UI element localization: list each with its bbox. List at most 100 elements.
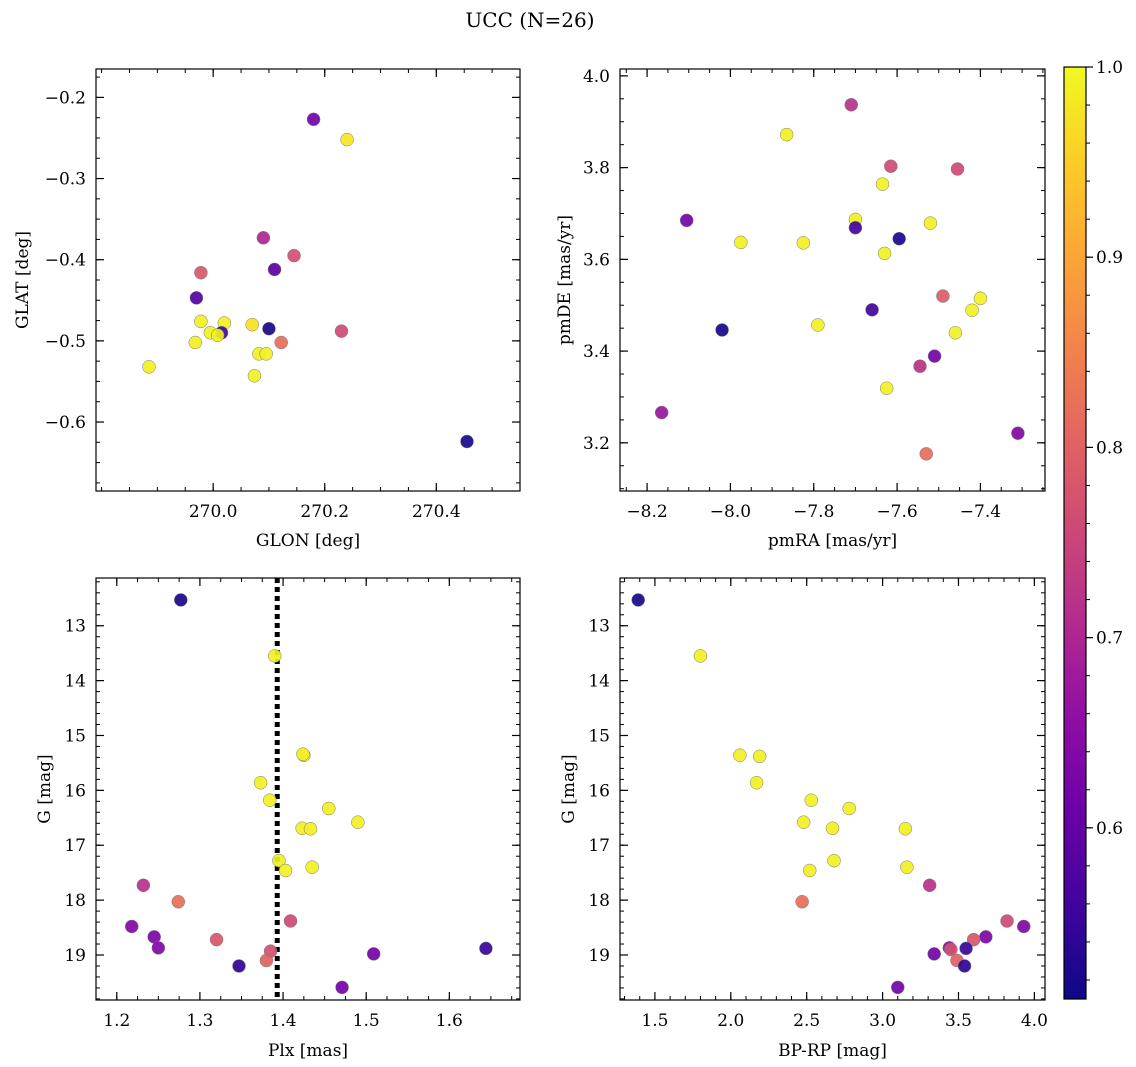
- y-tick-label: 19: [64, 946, 86, 966]
- scatter-point: [898, 822, 913, 836]
- scatter-point: [749, 775, 764, 790]
- scatter-point: [188, 335, 203, 350]
- y-axis-label: pmDE [mas/yr]: [555, 215, 575, 345]
- scatter-point: [965, 303, 979, 318]
- x-tick-label: 2.5: [793, 1011, 820, 1031]
- scatter-point: [267, 649, 282, 663]
- y-tick-label: −0.6: [45, 413, 86, 433]
- y-tick-label: 18: [588, 891, 610, 911]
- scatter-point: [825, 821, 840, 835]
- scatter-point: [210, 328, 225, 342]
- y-tick-label: −0.2: [45, 88, 86, 108]
- scatter-point: [733, 748, 747, 763]
- scatter-point: [322, 801, 336, 816]
- scatter-point: [779, 127, 794, 142]
- x-tick-label: −7.6: [876, 502, 917, 522]
- scatter-point: [913, 359, 927, 373]
- panel-top-left: 270.0 270.2 270.4 −0.2 −0.3 −0.4 −0.5 −0.6 GLON …: [13, 68, 521, 551]
- scatter-point: [136, 878, 151, 893]
- y-tick-label: 3.2: [583, 434, 610, 454]
- y-tick-label: 15: [64, 726, 86, 746]
- y-tick-label: 13: [64, 617, 86, 637]
- x-tick-label: 1.5: [353, 1011, 380, 1031]
- scatter-point: [262, 321, 276, 336]
- x-tick-label: 3.5: [945, 1011, 972, 1031]
- scatter-point: [959, 941, 973, 956]
- scatter-point: [335, 980, 349, 995]
- scatter-point: [693, 649, 708, 663]
- colorbar-tick-label: 0.8: [1096, 438, 1123, 458]
- y-axis-label: GLAT [deg]: [13, 231, 33, 329]
- x-tick-label: −7.4: [960, 502, 1001, 522]
- scatter-point: [892, 231, 906, 246]
- scatter-point: [936, 289, 950, 303]
- scatter-point: [919, 447, 933, 461]
- scatter-point: [340, 132, 354, 147]
- minor-ticks: [620, 69, 1045, 491]
- x-axis-label: GLON [deg]: [256, 531, 360, 551]
- y-tick-label: 16: [64, 781, 86, 801]
- scatter-point: [142, 360, 156, 374]
- y-tick-label: 3.8: [583, 159, 610, 179]
- colorbar-tick-label: 0.9: [1096, 248, 1123, 268]
- scatter-point: [802, 863, 817, 878]
- scatter-point: [256, 231, 271, 245]
- scatter-point: [796, 815, 811, 829]
- scatter-point: [245, 317, 259, 332]
- scatter-point: [174, 593, 188, 607]
- plot-frame: [95, 68, 521, 492]
- x-axis-label: BP-RP [mag]: [778, 1041, 887, 1061]
- x-tick-label: −7.8: [793, 502, 834, 522]
- scatter-point: [879, 381, 894, 396]
- scatter-point: [923, 216, 938, 230]
- scatter-point: [679, 213, 694, 228]
- scatter-point: [189, 291, 204, 305]
- scatter-point: [966, 932, 981, 947]
- scatter-point: [1017, 919, 1031, 934]
- scatter-point: [259, 347, 273, 361]
- plot-frame: [619, 577, 1046, 1001]
- x-tick-label: 270.0: [189, 502, 238, 522]
- plot-frame: [619, 68, 1046, 492]
- scatter-point: [209, 932, 224, 947]
- scatter-point: [253, 775, 268, 790]
- y-tick-label: 13: [588, 617, 610, 637]
- scatter-point: [811, 318, 825, 332]
- x-tick-label: 1.4: [270, 1011, 297, 1031]
- scatter-point: [259, 953, 274, 968]
- minor-ticks: [96, 69, 521, 491]
- x-tick-label: 270.4: [412, 502, 461, 522]
- scatter-points: [631, 593, 1031, 995]
- scatter-point: [1000, 914, 1014, 928]
- scatter-point: [171, 895, 186, 909]
- scatter-point: [283, 914, 298, 928]
- scatter-points: [124, 593, 493, 995]
- scatter-point: [884, 159, 898, 173]
- scatter-point: [948, 326, 963, 340]
- y-tick-label: 4.0: [583, 67, 610, 87]
- scatter-point: [796, 236, 811, 250]
- y-axis-label: G [mag]: [559, 754, 579, 823]
- scatter-point: [944, 942, 958, 957]
- x-tick-label: −8.2: [626, 502, 667, 522]
- scatter-point: [891, 980, 905, 995]
- x-tick-label: 4.0: [1021, 1011, 1048, 1031]
- y-tick-label: 14: [64, 672, 86, 692]
- panel-bottom-left: 1.2 1.3 1.4 1.5 1.6 13 14 15 16 17 18 19 Plx [mas] G …: [35, 577, 521, 1061]
- scatter-point: [460, 434, 474, 449]
- scatter-points: [654, 98, 1025, 461]
- scatter-point: [479, 941, 493, 956]
- scatter-point: [305, 860, 319, 874]
- scatter-point: [278, 863, 293, 878]
- panel-bottom-right: 1.5 2.0 2.5 3.0 3.5 4.0 13 14 15 16 17 18 19 BP-RP [m…: [559, 577, 1048, 1061]
- scatter-point: [957, 959, 972, 973]
- scatter-point: [922, 878, 937, 893]
- y-tick-label: −0.3: [45, 170, 86, 190]
- y-tick-label: 17: [64, 836, 86, 856]
- x-tick-label: −8.0: [710, 502, 751, 522]
- scatter-point: [267, 262, 282, 277]
- scatter-point: [654, 405, 669, 420]
- scatter-point: [804, 793, 818, 807]
- scatter-point: [900, 860, 914, 874]
